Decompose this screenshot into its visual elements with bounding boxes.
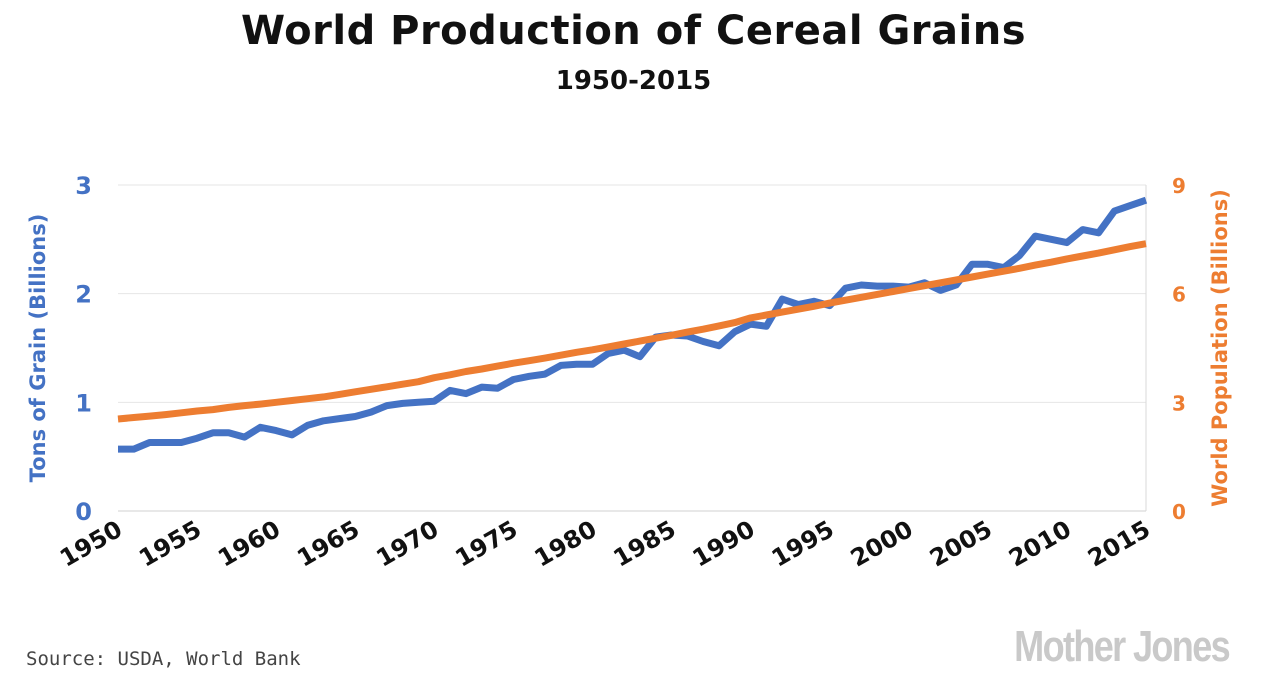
series-layer xyxy=(117,196,1148,453)
y-left-axis-title: Tons of Grain (Billions) xyxy=(26,214,50,483)
x-tick-label: 2015 xyxy=(1083,515,1155,573)
y-right-axis-title: World Population (Billions) xyxy=(1208,189,1232,507)
x-tick-label: 1955 xyxy=(134,515,206,573)
world-population-line xyxy=(117,240,1147,423)
y-right-tick-label: 9 xyxy=(1172,174,1186,198)
x-tick-label: 1985 xyxy=(609,515,681,573)
x-tick-label: 2000 xyxy=(846,515,918,573)
y-left-tick-label: 1 xyxy=(75,389,92,417)
x-tick-label: 1995 xyxy=(767,515,839,573)
x-tick-label: 1990 xyxy=(688,515,760,573)
x-tick-label: 1970 xyxy=(371,515,443,573)
x-tick-label: 2005 xyxy=(925,515,997,573)
y-right-tick-label: 0 xyxy=(1172,500,1186,524)
y-right-tick-label: 6 xyxy=(1172,283,1186,307)
x-tick-label: 1975 xyxy=(451,515,523,573)
y-left-tick-label: 2 xyxy=(75,281,92,309)
x-tick-label: 1980 xyxy=(530,515,602,573)
y-left-tick-label: 0 xyxy=(75,498,92,526)
x-tick-label: 1960 xyxy=(213,515,285,573)
y-left-tick-label: 3 xyxy=(75,172,92,200)
source-note: Source: USDA, World Bank xyxy=(26,648,301,670)
gridlines xyxy=(118,184,1146,512)
x-tick-label: 2010 xyxy=(1004,515,1076,573)
x-tick-label: 1965 xyxy=(292,515,364,573)
y-right-tick-label: 3 xyxy=(1172,391,1186,415)
chart-title: World Production of Cereal Grains xyxy=(240,8,1027,54)
chart-subtitle: 1950-2015 xyxy=(555,66,712,96)
mother-jones-logo: Mother Jones xyxy=(1014,622,1231,671)
grain-production-line xyxy=(118,196,1148,453)
